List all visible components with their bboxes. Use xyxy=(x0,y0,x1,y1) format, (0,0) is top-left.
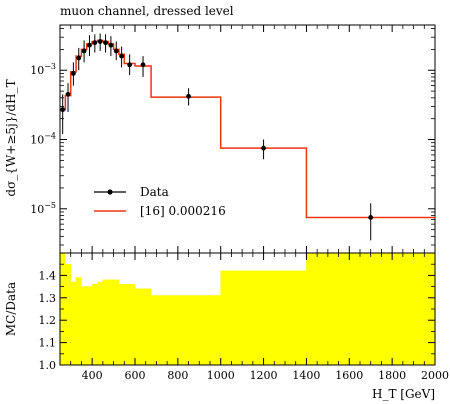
data-point xyxy=(60,107,66,113)
data-points xyxy=(60,33,374,241)
y-tick-label: 10−4 xyxy=(30,132,56,147)
ratio-bar xyxy=(134,288,152,366)
y-tick-label: 10−3 xyxy=(30,62,56,77)
ratio-bar xyxy=(102,279,109,366)
y-tick-label: 10−5 xyxy=(30,201,56,216)
ratio-bar xyxy=(97,281,104,366)
ratio-bar xyxy=(91,284,98,366)
data-point xyxy=(113,48,119,54)
legend: Data [16] 0.000216 xyxy=(94,185,226,218)
data-point xyxy=(186,93,191,99)
ratio-bar xyxy=(81,286,88,366)
ratio-y-axis-label: MC/Data xyxy=(4,282,18,336)
ratio-bar xyxy=(113,279,120,366)
ratio-band xyxy=(59,252,436,366)
data-point xyxy=(65,91,71,97)
data-point xyxy=(76,55,82,61)
data-point xyxy=(97,39,103,44)
ratio-tick-label: 1.0 xyxy=(39,359,57,372)
x-tick-label: 1800 xyxy=(378,369,406,382)
data-point xyxy=(140,62,146,68)
ratio-bar xyxy=(86,286,93,366)
mc-prediction-line xyxy=(60,39,435,219)
data-point xyxy=(70,71,76,76)
data-point xyxy=(119,53,125,59)
ratio-bar xyxy=(75,277,82,366)
x-tick-label: 800 xyxy=(167,369,188,382)
ratio-tick-label: 1.2 xyxy=(39,314,57,327)
legend-mc-label: [16] 0.000216 xyxy=(140,204,226,218)
x-tick-label: 1000 xyxy=(207,369,235,382)
ratio-bar xyxy=(70,281,77,366)
x-tick-label: 400 xyxy=(82,369,103,382)
x-tick-label: 1600 xyxy=(335,369,363,382)
x-axis-label: H_T [GeV] xyxy=(372,387,435,401)
ratio-tick-label: 1.1 xyxy=(39,337,57,350)
ratio-tick-label: 1.3 xyxy=(39,292,57,305)
data-point xyxy=(127,62,133,68)
data-point xyxy=(368,215,374,220)
ratio-bar xyxy=(123,284,136,366)
data-point xyxy=(87,42,92,48)
ratio-bar xyxy=(107,279,114,366)
ratio-tick-label: 1.4 xyxy=(39,269,57,282)
legend-data-marker xyxy=(107,189,113,195)
y-axis-label: dσ_{W+≥5j}/dH_T xyxy=(4,79,18,196)
data-point xyxy=(92,40,98,46)
ratio-bar xyxy=(118,284,125,366)
data-point xyxy=(81,48,87,54)
x-tick-label: 600 xyxy=(125,369,146,382)
data-point xyxy=(108,42,114,48)
ratio-bar xyxy=(65,263,72,366)
main-plot xyxy=(59,24,436,254)
data-point xyxy=(261,145,266,151)
ratio-plot xyxy=(59,252,436,366)
ratio-bar xyxy=(220,270,307,366)
data-point xyxy=(103,40,108,46)
x-tick-label: 1200 xyxy=(250,369,278,382)
chart-title: muon channel, dressed level xyxy=(60,4,234,18)
ratio-bar xyxy=(150,295,222,366)
x-tick-label: 1400 xyxy=(292,369,320,382)
legend-data-label: Data xyxy=(140,185,169,199)
ratio-bar xyxy=(306,252,436,366)
x-tick-label: 2000 xyxy=(421,369,449,382)
